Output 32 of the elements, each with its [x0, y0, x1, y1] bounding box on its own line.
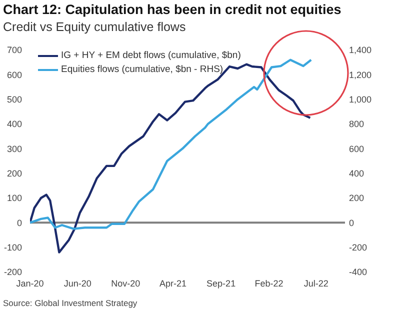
y-tick-label: 400 — [6, 119, 22, 130]
y2-tick-label: 1,400 — [349, 45, 372, 56]
y-tick-label: -100 — [4, 242, 22, 253]
x-tick-label: Jan-20 — [16, 278, 44, 288]
y2-tick-label: 400 — [349, 168, 364, 179]
legend-label: IG + HY + EM debt flows (cumulative, $bn) — [61, 49, 241, 63]
x-tick-label: Nov-20 — [111, 278, 140, 288]
x-tick-label: Feb-22 — [254, 278, 284, 288]
y-tick-label: 200 — [6, 168, 22, 179]
y2-tick-label: 600 — [349, 144, 364, 154]
y-tick-label: 700 — [6, 45, 22, 56]
y-tick-label: 300 — [6, 144, 22, 154]
y2-tick-label: 1,200 — [349, 70, 372, 80]
y2-tick-label: 200 — [349, 193, 364, 204]
x-tick-label: Jun-20 — [64, 278, 92, 288]
y2-tick-label: 1,000 — [349, 94, 372, 105]
x-tick-label: Apr-21 — [160, 278, 187, 288]
y2-tick-label: 0 — [349, 218, 354, 228]
y-tick-label: 500 — [6, 94, 22, 105]
y-tick-label: 0 — [16, 218, 22, 228]
y2-tick-label: 800 — [349, 119, 364, 130]
x-tick-label: Jul-22 — [304, 278, 328, 288]
x-tick-label: Sep-21 — [206, 278, 236, 288]
y-tick-label: 100 — [6, 193, 22, 204]
chart-subtitle: Credit vs Equity cumulative flows — [3, 20, 186, 34]
y2-tick-label: -200 — [349, 242, 368, 253]
source-note: Source: Global Investment Strategy — [3, 298, 138, 308]
chart-title: Chart 12: Capitulation has been in credit not equities — [3, 2, 342, 17]
y-tick-label: -200 — [4, 267, 22, 278]
y2-tick-label: -400 — [349, 267, 368, 278]
legend-label: Equities flows (cumulative, $bn - RHS) — [61, 63, 224, 77]
y-tick-label: 600 — [6, 70, 22, 80]
